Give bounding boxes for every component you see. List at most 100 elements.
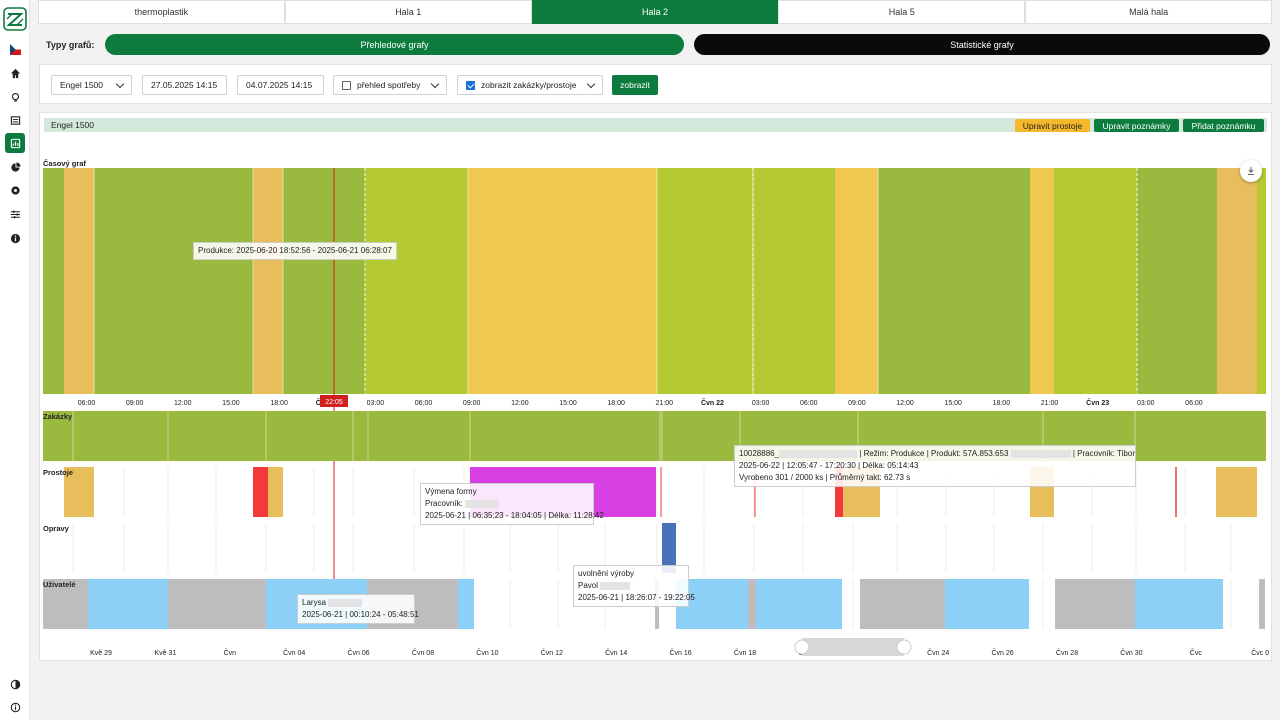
tab-hala-1[interactable]: Hala 1 bbox=[284, 0, 532, 24]
orders-label: zobrazit zakázky/prostoje bbox=[481, 80, 577, 90]
tab-hala-2[interactable]: Hala 2 bbox=[531, 0, 779, 24]
production-tooltip: Produkce: 2025-06-20 18:52:56 - 2025-06-… bbox=[193, 242, 397, 260]
overview-tick-label: Čvn 28 bbox=[1056, 648, 1078, 657]
timeline-segment bbox=[657, 168, 835, 394]
timeline-segment bbox=[1030, 168, 1054, 394]
orders-section-label: Zakázky bbox=[43, 412, 73, 421]
user-session-bar bbox=[1055, 579, 1135, 629]
contrast-icon[interactable] bbox=[5, 674, 25, 694]
home-icon[interactable] bbox=[5, 63, 25, 83]
timeline-segment bbox=[253, 168, 283, 394]
pie-chart-icon[interactable] bbox=[5, 157, 25, 177]
add-note-button[interactable]: Přidat poznámku bbox=[1183, 119, 1264, 132]
order-tooltip-line2: 2025-06-22 | 12:05:47 - 17:20:30 | Délka… bbox=[739, 461, 919, 470]
settings-icon[interactable] bbox=[5, 180, 25, 200]
machine-title: Engel 1500 bbox=[51, 120, 95, 130]
downtime-bar bbox=[268, 467, 283, 517]
timeline-section-label: Časový graf bbox=[43, 159, 86, 168]
czech-flag-icon[interactable] bbox=[5, 39, 25, 59]
list-icon[interactable] bbox=[5, 110, 25, 130]
repair-tooltip-time: 2025-06-21 | 18:26:07 - 19:22:05 bbox=[578, 593, 695, 602]
range-handle-right[interactable] bbox=[896, 639, 912, 655]
info-icon[interactable] bbox=[5, 228, 25, 248]
chart-panel: Engel 1500 Upravit prostoje Upravit pozn… bbox=[39, 112, 1272, 661]
timeline-tick-label: 09:00 bbox=[126, 400, 144, 407]
timeline-tick-label: 03:00 bbox=[367, 400, 385, 407]
timeline-segment bbox=[468, 168, 657, 394]
timeline-tick-label: 06:00 bbox=[78, 400, 96, 407]
timeline-tick-label: 12:00 bbox=[896, 400, 914, 407]
timeline-tick-label: 06:00 bbox=[1185, 400, 1203, 407]
tab-thermoplastik[interactable]: thermoplastik bbox=[38, 0, 285, 24]
overview-graphs-button[interactable]: Přehledové grafy bbox=[105, 34, 684, 55]
overview-tick-label: Kvě 31 bbox=[155, 650, 177, 657]
overview-tick-label: Čvn bbox=[224, 648, 237, 657]
timeline-segment bbox=[835, 168, 878, 394]
overview-tick-label: Čvn 06 bbox=[348, 648, 370, 657]
chevron-down-icon bbox=[430, 79, 440, 89]
timeline-segment bbox=[1257, 168, 1266, 394]
timeline-tick-label: 15:00 bbox=[944, 400, 962, 407]
repair-tooltip: uvolnění výroby Pavol 2025-06-21 | 18:26… bbox=[573, 565, 695, 607]
timeline-tick-label: 03:00 bbox=[752, 400, 770, 407]
timeline-tick-label: 09:00 bbox=[463, 400, 481, 407]
edit-notes-button[interactable]: Upravit poznámky bbox=[1094, 119, 1179, 132]
redacted-name bbox=[600, 581, 631, 590]
repair-bar bbox=[662, 523, 676, 573]
machine-select[interactable]: Engel 1500 bbox=[51, 75, 132, 95]
production-tooltip-text: Produkce: 2025-06-20 18:52:56 - 2025-06-… bbox=[198, 246, 392, 255]
time-cursor-badge bbox=[320, 395, 348, 407]
repair-tooltip-worker: Pavol bbox=[578, 580, 684, 592]
user-session-bar bbox=[458, 579, 474, 629]
consumption-checkbox-select[interactable]: přehled spotřeby bbox=[333, 75, 447, 95]
timeline-tick-label: 18:00 bbox=[993, 400, 1011, 407]
timeline-tick-label: 12:00 bbox=[174, 400, 192, 407]
timeline-tick-label: Čvn 22 bbox=[701, 398, 724, 407]
downtime-tooltip-title: Výmena formy bbox=[425, 487, 477, 496]
bulb-icon[interactable] bbox=[5, 87, 25, 107]
overview-tick-label: Čvc 0 bbox=[1251, 648, 1269, 657]
user-session-bar bbox=[1259, 579, 1265, 629]
user-session-bar bbox=[756, 579, 842, 629]
overview-tick-label: Čvn 04 bbox=[283, 648, 305, 657]
date-from-input[interactable]: 27.05.2025 14:15 bbox=[142, 75, 227, 95]
machine-header: Engel 1500 Upravit prostoje Upravit pozn… bbox=[44, 118, 1267, 132]
machine-select-value: Engel 1500 bbox=[60, 80, 104, 90]
statistics-graphs-button[interactable]: Statistické grafy bbox=[694, 34, 1270, 55]
graph-types-label: Typy grafů: bbox=[46, 40, 95, 50]
tab-hala-5[interactable]: Hala 5 bbox=[778, 0, 1026, 24]
sliders-icon[interactable] bbox=[5, 204, 25, 224]
edit-downtime-button[interactable]: Upravit prostoje bbox=[1015, 119, 1090, 132]
date-to-input[interactable]: 04.07.2025 14:15 bbox=[237, 75, 324, 95]
overview-tick-label: Čvn 24 bbox=[927, 648, 949, 657]
range-handle-left[interactable] bbox=[794, 639, 810, 655]
repair-tooltip-title: uvolnění výroby bbox=[578, 569, 635, 578]
orders-checkbox-select[interactable]: zobrazit zakázky/prostoje bbox=[457, 75, 603, 95]
overview-tick-label: Čvc bbox=[1190, 648, 1203, 657]
users-section-label: Uživatelé bbox=[43, 580, 76, 589]
consumption-checkbox[interactable] bbox=[342, 80, 351, 90]
downtime-tooltip-worker-label: Pracovník: bbox=[425, 499, 463, 508]
user-session-bar bbox=[43, 579, 88, 629]
timeline-segment bbox=[1054, 168, 1137, 394]
range-selector bbox=[802, 638, 904, 656]
order-tooltip-line1: 10028886_ | Režim: Produkce | Produkt: 5… bbox=[739, 448, 1135, 460]
sidebar bbox=[0, 0, 30, 720]
repairs-section-label: Opravy bbox=[43, 524, 69, 533]
about-icon[interactable] bbox=[5, 697, 25, 717]
chevron-down-icon bbox=[586, 79, 596, 89]
chart-icon[interactable] bbox=[5, 133, 25, 153]
overview-tick-label: Čvn 18 bbox=[734, 648, 756, 657]
overview-tick-label: Čvn 12 bbox=[541, 648, 563, 657]
downtime-tooltip: Výmena formy Pracovník: 2025-06-21 | 06:… bbox=[420, 483, 604, 525]
download-button[interactable] bbox=[1240, 160, 1262, 182]
show-button[interactable]: zobrazit bbox=[612, 75, 658, 95]
hall-tabs: thermoplastik Hala 1 Hala 2 Hala 5 Malá … bbox=[38, 0, 1272, 24]
order-tooltip-line3: Vyrobeno 301 / 2000 ks | Průměrný takt: … bbox=[739, 473, 911, 482]
downtime-bar bbox=[835, 467, 843, 517]
tab-mala-hala[interactable]: Malá hala bbox=[1025, 0, 1272, 24]
redacted-text bbox=[1010, 449, 1071, 458]
user-session-bar bbox=[748, 579, 756, 629]
orders-checkbox[interactable] bbox=[466, 80, 475, 90]
